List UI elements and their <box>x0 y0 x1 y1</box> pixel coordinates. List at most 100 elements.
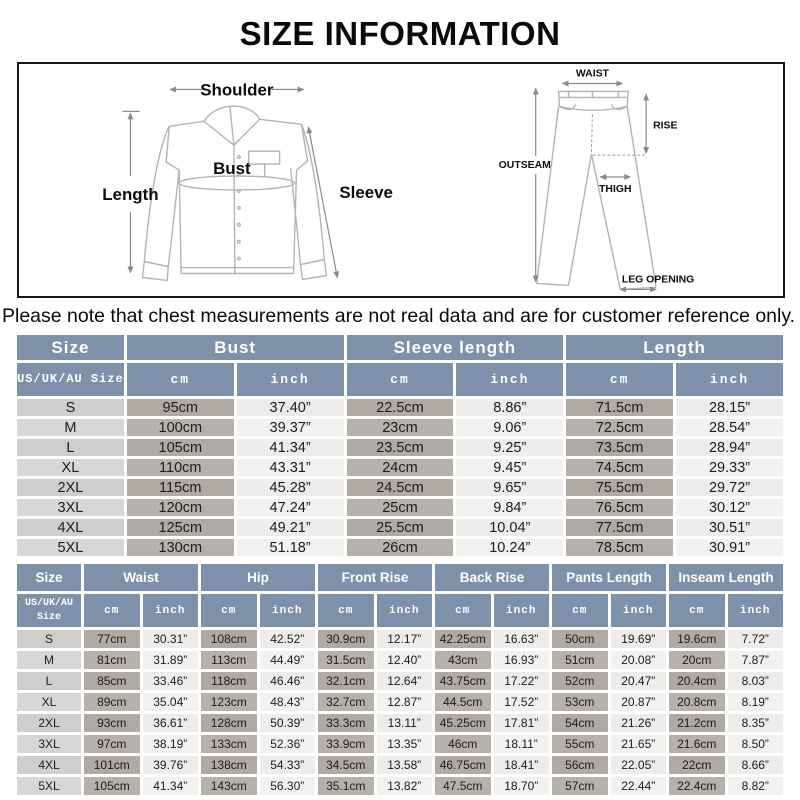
cm-value-cell: 24cm <box>346 459 454 476</box>
cm-value-cell: 46.75cm <box>435 756 491 774</box>
cm-value-cell: 34.5cm <box>318 756 374 774</box>
cm-value-cell: 105cm <box>126 439 234 456</box>
size-standard-header: US/UK/AU Size <box>17 363 124 396</box>
size-cell: S <box>17 630 81 648</box>
inch-value-cell: 13.35” <box>376 735 432 753</box>
cm-value-cell: 20.4cm <box>669 672 725 690</box>
inch-value-cell: 37.40” <box>236 399 344 416</box>
inch-value-cell: 13.82” <box>376 777 432 795</box>
unit-header-inch: inch <box>456 363 564 396</box>
inch-value-cell: 51.18” <box>236 539 344 556</box>
unit-header-cm: cm <box>669 594 725 627</box>
size-cell: 4XL <box>17 519 124 536</box>
cm-value-cell: 43.75cm <box>435 672 491 690</box>
inch-value-cell: 54.33” <box>259 756 315 774</box>
cm-value-cell: 32.1cm <box>318 672 374 690</box>
cm-value-cell: 50cm <box>552 630 608 648</box>
inch-value-cell: 10.04” <box>456 519 564 536</box>
size-standard-header: US/UK/AU Size <box>17 594 81 627</box>
size-cell: XL <box>17 693 81 711</box>
cm-value-cell: 21.6cm <box>669 735 725 753</box>
length-label: Length <box>102 185 158 204</box>
inch-value-cell: 8.82” <box>727 777 783 795</box>
cm-value-cell: 26cm <box>346 539 454 556</box>
inch-value-cell: 8.03” <box>727 672 783 690</box>
cm-value-cell: 46cm <box>435 735 491 753</box>
cm-value-cell: 123cm <box>201 693 257 711</box>
unit-header-inch: inch <box>493 594 549 627</box>
inch-value-cell: 35.04” <box>142 693 198 711</box>
inch-value-cell: 44.49” <box>259 651 315 669</box>
unit-header-cm: cm <box>435 594 491 627</box>
size-cell: L <box>17 439 124 456</box>
size-cell: 3XL <box>17 735 81 753</box>
inch-value-cell: 50.39” <box>259 714 315 732</box>
cm-value-cell: 54cm <box>552 714 608 732</box>
table-row: S 95cm 37.40” 22.5cm 8.86” 71.5cm 28.15” <box>17 399 783 416</box>
table-row: S 77cm 30.31” 108cm 42.52” 30.9cm 12.17” 42.25c… <box>17 630 783 648</box>
cm-value-cell: 113cm <box>201 651 257 669</box>
cm-value-cell: 22.5cm <box>346 399 454 416</box>
cm-value-cell: 56cm <box>552 756 608 774</box>
cm-value-cell: 101cm <box>84 756 140 774</box>
inch-value-cell: 46.46” <box>259 672 315 690</box>
inch-value-cell: 9.25” <box>456 439 564 456</box>
unit-header-inch: inch <box>142 594 198 627</box>
cm-value-cell: 73.5cm <box>566 439 674 456</box>
outseam-label: OUTSEAM <box>498 160 550 171</box>
cm-value-cell: 42.25cm <box>435 630 491 648</box>
cm-value-cell: 120cm <box>126 499 234 516</box>
inch-value-cell: 13.58” <box>376 756 432 774</box>
cm-value-cell: 24.5cm <box>346 479 454 496</box>
unit-header-cm: cm <box>84 594 140 627</box>
cm-value-cell: 44.5cm <box>435 693 491 711</box>
table-row: M 81cm 31.89” 113cm 44.49” 31.5cm 12.40” 43cm 16… <box>17 651 783 669</box>
table-row: L 105cm 41.34” 23.5cm 9.25” 73.5cm 28.94” <box>17 439 783 456</box>
inch-value-cell: 17.81” <box>493 714 549 732</box>
size-cell: 5XL <box>17 777 81 795</box>
cm-value-cell: 33.3cm <box>318 714 374 732</box>
inch-value-cell: 8.66” <box>727 756 783 774</box>
inch-value-cell: 33.46” <box>142 672 198 690</box>
inch-value-cell: 8.35” <box>727 714 783 732</box>
page-title: SIZE INFORMATION <box>239 15 561 52</box>
unit-header-cm: cm <box>318 594 374 627</box>
cm-value-cell: 72.5cm <box>566 419 674 436</box>
cm-value-cell: 138cm <box>201 756 257 774</box>
inch-value-cell: 13.11” <box>376 714 432 732</box>
unit-header-inch: inch <box>376 594 432 627</box>
unit-header-inch: inch <box>676 363 783 396</box>
table-row: XL 110cm 43.31” 24cm 9.45” 74.5cm 29.33” <box>17 459 783 476</box>
table-row: 2XL 115cm 45.28” 24.5cm 9.65” 75.5cm 29.72” <box>17 479 783 496</box>
inch-value-cell: 49.21” <box>236 519 344 536</box>
inch-value-cell: 16.63” <box>493 630 549 648</box>
cm-value-cell: 118cm <box>201 672 257 690</box>
cm-value-cell: 77cm <box>84 630 140 648</box>
rise-label: RISE <box>653 120 677 131</box>
inch-value-cell: 28.94” <box>676 439 783 456</box>
inch-value-cell: 39.76” <box>142 756 198 774</box>
inch-value-cell: 31.89” <box>142 651 198 669</box>
column-group-header: Front Rise <box>318 564 432 591</box>
inch-value-cell: 20.08” <box>610 651 666 669</box>
column-group-header: Size <box>17 564 81 591</box>
inch-value-cell: 7.87” <box>727 651 783 669</box>
inch-value-cell: 9.45” <box>456 459 564 476</box>
column-group-header: Hip <box>201 564 315 591</box>
table-row: L 85cm 33.46” 118cm 46.46” 32.1cm 12.64” 43.75c… <box>17 672 783 690</box>
cm-value-cell: 105cm <box>84 777 140 795</box>
unit-header-inch: inch <box>610 594 666 627</box>
inch-value-cell: 7.72” <box>727 630 783 648</box>
inch-value-cell: 19.69” <box>610 630 666 648</box>
inch-value-cell: 29.72” <box>676 479 783 496</box>
cm-value-cell: 52cm <box>552 672 608 690</box>
unit-header-cm: cm <box>552 594 608 627</box>
cm-value-cell: 20cm <box>669 651 725 669</box>
inch-value-cell: 8.86” <box>456 399 564 416</box>
inch-value-cell: 18.41” <box>493 756 549 774</box>
column-group-header: Waist <box>84 564 198 591</box>
inch-value-cell: 47.24” <box>236 499 344 516</box>
inch-value-cell: 56.30” <box>259 777 315 795</box>
cm-value-cell: 89cm <box>84 693 140 711</box>
cm-value-cell: 23.5cm <box>346 439 454 456</box>
